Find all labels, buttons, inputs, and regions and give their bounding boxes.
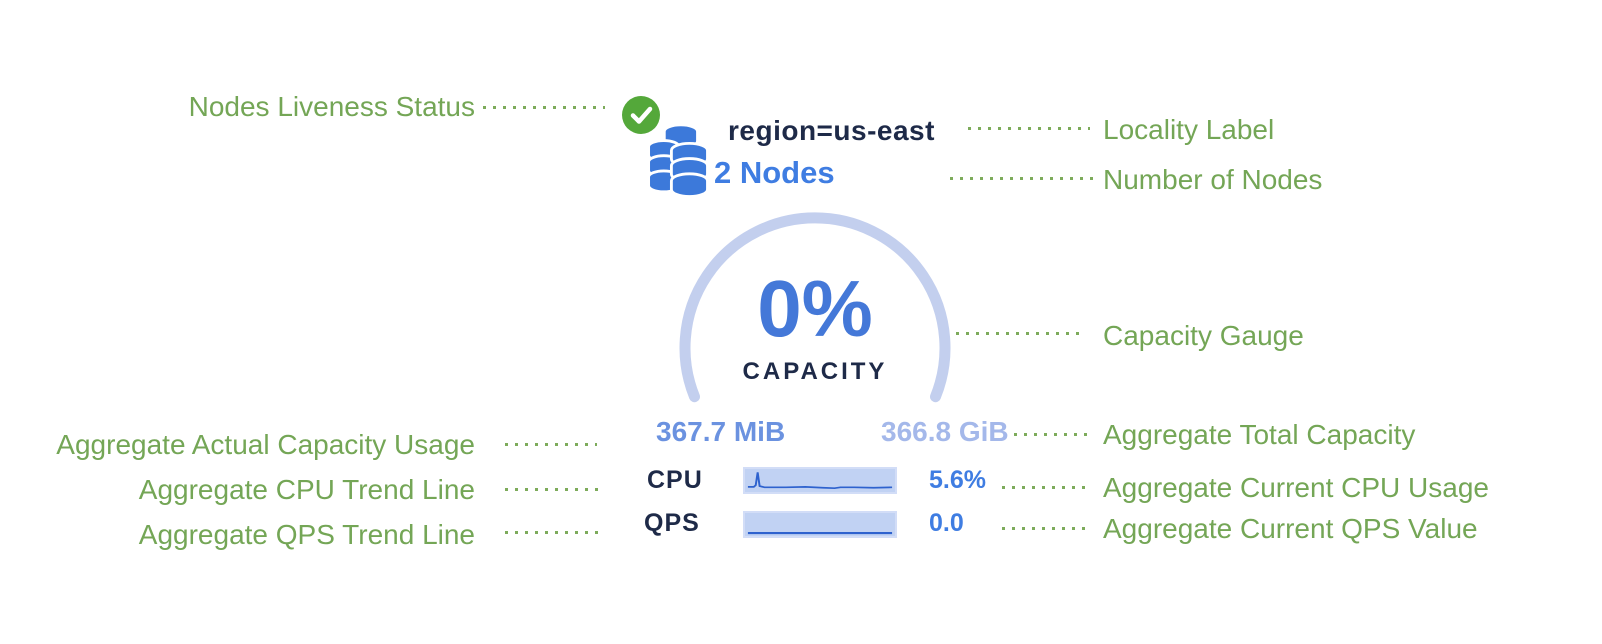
capacity-total-value: 366.8 GiB [881,416,1009,447]
annotation-aggregate-qps-trend-line: Aggregate QPS Trend Line [138,519,475,550]
node-count-label: 2 Nodes [714,155,835,190]
annotation-locality-label: Locality Label [1103,114,1275,145]
annotation-aggregate-current-cpu-usage: Aggregate Current CPU Usage [1103,472,1489,503]
annotation-aggregate-current-qps-value: Aggregate Current QPS Value [1103,513,1478,544]
cpu-value: 5.6% [929,466,986,494]
leader-line-qps-value [1002,527,1088,530]
capacity-percent: 0% [757,264,873,353]
leader-line-qps-trend [505,531,600,534]
leader-line-nodes-liveness [483,106,605,109]
capacity-caption: CAPACITY [742,358,888,385]
leader-line-cpu-trend [505,488,600,491]
leader-line-total-capacity [1014,433,1088,436]
liveness-check-icon [620,94,662,136]
leader-line-node-count [950,177,1094,180]
leader-line-cpu-value [1002,486,1088,489]
qps-trend-sparkline [743,511,897,538]
cpu-label: CPU [647,466,703,494]
cpu-trend-sparkline [743,467,897,494]
annotation-nodes-liveness-status: Nodes Liveness Status [188,91,475,122]
leader-line-locality [968,127,1090,130]
annotation-aggregate-cpu-trend-line: Aggregate CPU Trend Line [138,474,475,505]
leader-line-capacity-gauge [956,332,1086,335]
capacity-used-value: 367.7 MiB [656,416,786,447]
annotation-aggregate-actual-capacity-usage: Aggregate Actual Capacity Usage [56,429,475,460]
annotation-capacity-gauge: Capacity Gauge [1103,320,1304,351]
capacity-gauge-arc [679,212,951,403]
annotation-number-of-nodes: Number of Nodes [1103,164,1323,195]
qps-value: 0.0 [929,509,964,537]
leader-line-actual-capacity [505,443,597,446]
nodes-database-icon [645,122,713,198]
locality-label: region=us-east [728,115,935,146]
annotation-aggregate-total-capacity: Aggregate Total Capacity [1103,419,1416,450]
qps-label: QPS [644,509,700,537]
